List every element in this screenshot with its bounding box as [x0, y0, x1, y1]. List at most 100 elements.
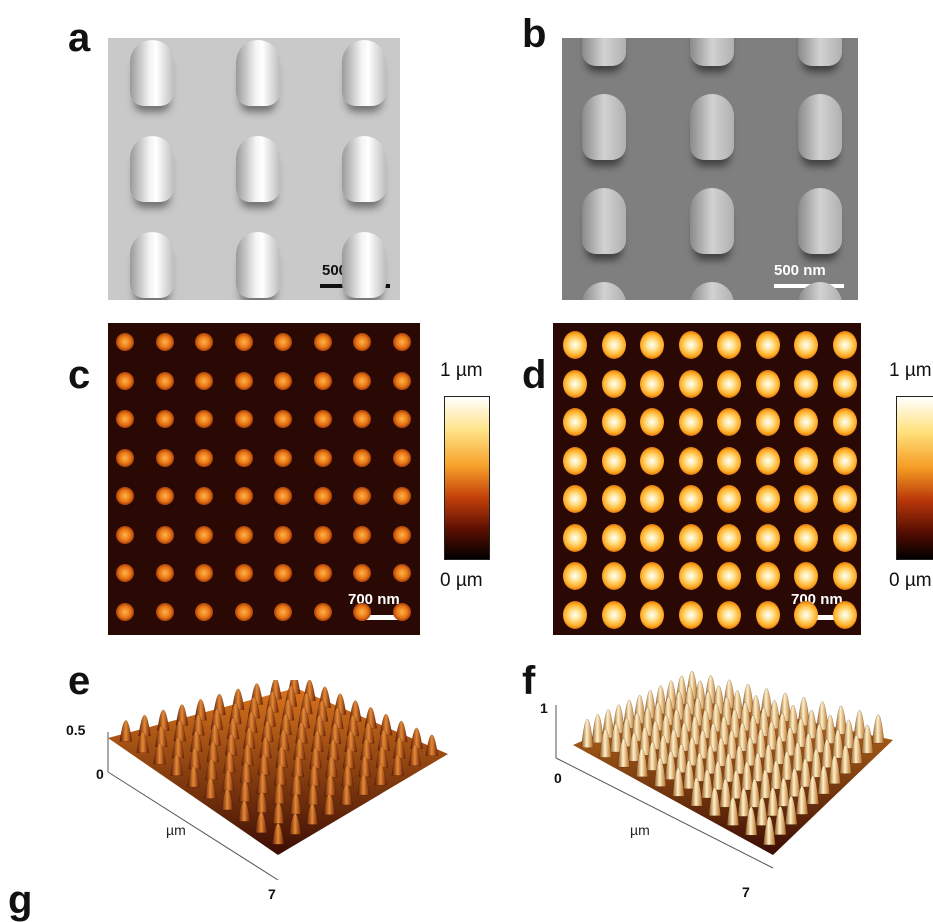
afm-peak-dot [832, 523, 857, 552]
afm-peak [239, 761, 253, 784]
afm-peak [119, 720, 133, 742]
afm-peak [155, 725, 168, 748]
afm-peak [425, 734, 439, 756]
afm-peak-dot [563, 523, 587, 552]
afm-peak-dot [832, 408, 857, 436]
z-tick-top-f: 1 [540, 700, 548, 716]
afm-map-c: 700 nm [108, 323, 420, 635]
afm-peak-dot [116, 525, 134, 544]
afm-peak-dot [313, 564, 332, 582]
afm-peaks-e [119, 680, 439, 845]
afm-peak [341, 764, 354, 787]
x-axis-f [555, 757, 774, 869]
x-axis-e [107, 771, 279, 880]
colorbar-d-max: 1 µm [889, 360, 932, 381]
afm-peak-dot [195, 371, 213, 390]
afm-peak-dot [116, 371, 134, 390]
afm-peak-dot [392, 371, 411, 390]
afm-peak-dot [234, 410, 253, 428]
afm-peak-dot [563, 369, 587, 398]
afm-peak [360, 738, 373, 760]
afm-peak [190, 730, 203, 752]
afm-peak-dot [755, 446, 780, 475]
afm-peak-dot [717, 446, 741, 475]
afm-peak-dot [640, 408, 664, 436]
afm-peak [175, 704, 189, 726]
nanopillar [690, 188, 734, 254]
afm-peak [617, 738, 631, 768]
afm-peak-dot [274, 487, 292, 505]
nanopillar [582, 282, 626, 300]
afm-peak [242, 727, 256, 749]
afm-peak [261, 720, 274, 742]
afm-peak-dot [155, 371, 174, 390]
afm-peak-dot [717, 485, 741, 513]
afm-peak-dot [601, 600, 626, 629]
afm-peak-dot [794, 408, 818, 436]
afm-map-d: 700 nm [553, 323, 861, 635]
afm-peak-dot [353, 487, 371, 505]
afm-peak [817, 765, 831, 795]
afm-peak [795, 785, 809, 815]
afm-peak [313, 714, 326, 737]
afm-peak-dot [640, 331, 664, 359]
afm-peak [173, 719, 187, 742]
afm-peak-dot [794, 446, 818, 475]
nanopillar [130, 136, 174, 202]
nanopillar [690, 282, 734, 300]
afm-peak-dot [563, 600, 587, 629]
afm-peak [290, 773, 303, 796]
nanopillar [236, 40, 280, 106]
afm-peak [256, 772, 269, 794]
afm-peak-dot [640, 485, 664, 513]
afm-peak [408, 744, 422, 766]
afm-peak [293, 738, 306, 760]
afm-peak [310, 730, 324, 752]
nanopillar [582, 188, 626, 254]
z-tick-top-e: 0.5 [66, 722, 86, 738]
afm-peak [208, 724, 222, 746]
afm-peaks-f [581, 671, 885, 846]
afm-peak [237, 800, 251, 822]
afm-peak [346, 714, 360, 737]
afm-peak-dot [832, 446, 857, 475]
afm-peak [210, 708, 224, 730]
afm-peak-dot [563, 331, 587, 359]
colorbar-d [896, 396, 933, 560]
nanopillar [798, 94, 842, 160]
afm-peak-dot [392, 333, 411, 351]
afm-peak-dot [116, 487, 134, 505]
afm-peak [635, 748, 649, 778]
afm-peak-dot [832, 600, 857, 629]
afm-peak-dot [717, 523, 741, 552]
afm-peak-dot [678, 331, 703, 359]
afm-peak-dot [116, 448, 134, 467]
afm-peak [773, 806, 787, 835]
afm-peak [291, 755, 305, 777]
afm-peak-dot [563, 562, 587, 590]
afm-peak-dot [274, 410, 292, 428]
afm-peak-dot [116, 410, 134, 428]
sem-image-a: 500 nm [108, 38, 400, 300]
afm-peak-dot [601, 408, 626, 436]
colorbar-d-min: 0 µm [889, 570, 932, 591]
afm-peak [871, 714, 885, 744]
afm-peak [599, 728, 612, 758]
afm-peak [289, 792, 302, 815]
afm-peak [708, 787, 722, 816]
afm-peak-dot [313, 448, 332, 467]
x-axis-unit-e: µm [166, 822, 186, 838]
afm-peak-dot [195, 487, 213, 505]
afm-peak-dot [601, 331, 626, 359]
afm-peak-dot [313, 371, 332, 390]
afm-peak [726, 797, 740, 826]
afm-peak [206, 740, 220, 763]
afm-peak-dot [832, 485, 857, 513]
afm-peak-dot [392, 602, 411, 621]
afm-peak [238, 780, 252, 802]
afm-peak [362, 722, 375, 744]
afm-peak-dot [155, 525, 174, 544]
afm-peak-dot [640, 369, 664, 398]
afm-peak-dot [640, 523, 664, 552]
afm-peak-dot [678, 523, 703, 552]
